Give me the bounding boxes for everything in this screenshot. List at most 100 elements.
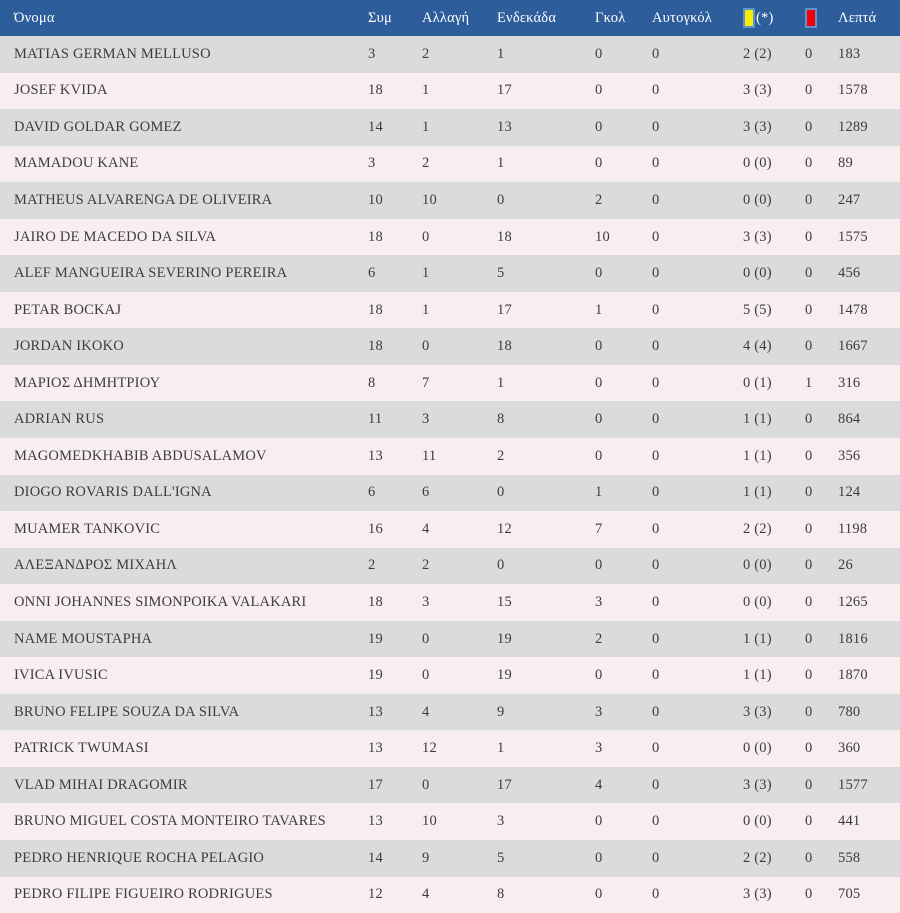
substitution-value: 1 bbox=[422, 118, 430, 135]
minutes-value: 356 bbox=[838, 447, 861, 464]
minutes-value: 1289 bbox=[838, 118, 868, 135]
goals-value: 1 bbox=[595, 301, 603, 318]
appearances-value: 2 bbox=[368, 557, 376, 574]
player-name: ADRIAN RUS bbox=[14, 411, 105, 428]
appearances-value: 6 bbox=[368, 265, 376, 282]
minutes-value: 780 bbox=[838, 703, 861, 720]
own-goals-value: 0 bbox=[652, 520, 660, 537]
yellow-cards-value: 0 (0) bbox=[743, 155, 772, 172]
goals-value: 0 bbox=[595, 849, 603, 866]
own-goals-value: 0 bbox=[652, 82, 660, 99]
substitution-value: 1 bbox=[422, 82, 430, 99]
table-row: BRUNO FELIPE SOUZA DA SILVA 13 4 9 3 0 3… bbox=[0, 693, 900, 731]
yellow-cards-value: 1 (1) bbox=[743, 411, 772, 428]
player-name: ALEF MANGUEIRA SEVERINO PEREIRA bbox=[14, 265, 288, 282]
own-goals-value: 0 bbox=[652, 740, 660, 757]
red-cards-value: 1 bbox=[805, 374, 813, 391]
red-cards-value: 0 bbox=[805, 557, 813, 574]
red-cards-value: 0 bbox=[805, 118, 813, 135]
starting-eleven-value: 3 bbox=[497, 813, 505, 830]
substitution-value: 6 bbox=[422, 484, 430, 501]
table-row: DAVID GOLDAR GOMEZ 14 1 13 0 0 3 (3) 0 1… bbox=[0, 109, 900, 146]
appearances-value: 18 bbox=[368, 228, 383, 245]
red-cards-value: 0 bbox=[805, 228, 813, 245]
table-row: JORDAN IKOKO 18 0 18 0 0 4 (4) 0 1667 bbox=[0, 328, 900, 365]
red-cards-value: 0 bbox=[805, 82, 813, 99]
appearances-value: 3 bbox=[368, 155, 376, 172]
starting-eleven-value: 19 bbox=[497, 667, 512, 684]
appearances-value: 17 bbox=[368, 776, 383, 793]
minutes-value: 456 bbox=[838, 265, 861, 282]
red-cards-value: 0 bbox=[805, 447, 813, 464]
goals-value: 1 bbox=[595, 484, 603, 501]
red-cards-value: 0 bbox=[805, 776, 813, 793]
player-name: MUAMER TANKOVIC bbox=[14, 520, 161, 537]
appearances-value: 13 bbox=[368, 740, 383, 757]
minutes-value: 316 bbox=[838, 374, 861, 391]
yellow-cards-value: 2 (2) bbox=[743, 849, 772, 866]
yellow-cards-value: 0 (1) bbox=[743, 374, 772, 391]
substitution-value: 4 bbox=[422, 886, 430, 903]
appearances-value: 11 bbox=[368, 411, 383, 428]
goals-value: 0 bbox=[595, 45, 603, 62]
starting-eleven-value: 15 bbox=[497, 593, 512, 610]
minutes-value: 247 bbox=[838, 191, 861, 208]
yellow-cards-value: 0 (0) bbox=[743, 813, 772, 830]
col-header-yellow-cards: (*) bbox=[735, 8, 797, 28]
minutes-value: 864 bbox=[838, 411, 861, 428]
own-goals-value: 0 bbox=[652, 593, 660, 610]
own-goals-value: 0 bbox=[652, 813, 660, 830]
substitution-value: 7 bbox=[422, 374, 430, 391]
table-row: NAME MOUSTAPHA 19 0 19 2 0 1 (1) 0 1816 bbox=[0, 620, 900, 658]
goals-value: 2 bbox=[595, 630, 603, 647]
substitution-value: 10 bbox=[422, 191, 437, 208]
starting-eleven-value: 8 bbox=[497, 411, 505, 428]
yellow-cards-value: 3 (3) bbox=[743, 82, 772, 99]
goals-value: 0 bbox=[595, 667, 603, 684]
player-name: DIOGO ROVARIS DALL'IGNA bbox=[14, 484, 212, 501]
yellow-cards-value: 1 (1) bbox=[743, 484, 772, 501]
substitution-value: 2 bbox=[422, 557, 430, 574]
goals-value: 3 bbox=[595, 740, 603, 757]
minutes-value: 1575 bbox=[838, 228, 868, 245]
goals-value: 0 bbox=[595, 557, 603, 574]
appearances-value: 13 bbox=[368, 813, 383, 830]
minutes-value: 1816 bbox=[838, 630, 868, 647]
goals-value: 3 bbox=[595, 703, 603, 720]
table-row: BRUNO MIGUEL COSTA MONTEIRO TAVARES 13 1… bbox=[0, 803, 900, 841]
starting-eleven-value: 18 bbox=[497, 338, 512, 355]
player-name: PATRICK TWUMASI bbox=[14, 740, 149, 757]
table-header: Όνομα Συμ Αλλαγή Ενδεκάδα Γκολ Αυτογκόλ … bbox=[0, 0, 900, 36]
table-row: DIOGO ROVARIS DALL'IGNA 6 6 0 1 0 1 (1) … bbox=[0, 474, 900, 512]
red-cards-value: 0 bbox=[805, 520, 813, 537]
red-cards-value: 0 bbox=[805, 155, 813, 172]
own-goals-value: 0 bbox=[652, 630, 660, 647]
yellow-cards-value: 4 (4) bbox=[743, 338, 772, 355]
starting-eleven-value: 0 bbox=[497, 557, 505, 574]
yellow-cards-value: 3 (3) bbox=[743, 118, 772, 135]
table-row: MATIAS GERMAN MELLUSO 3 2 1 0 0 2 (2) 0 … bbox=[0, 36, 900, 73]
table-row: IVICA IVUSIC 19 0 19 0 0 1 (1) 0 1870 bbox=[0, 657, 900, 694]
yellow-cards-value: 0 (0) bbox=[743, 557, 772, 574]
appearances-value: 18 bbox=[368, 338, 383, 355]
minutes-value: 1265 bbox=[838, 593, 868, 610]
table-row: MATHEUS ALVARENGA DE OLIVEIRA 10 10 0 2 … bbox=[0, 182, 900, 219]
yellow-cards-value: 1 (1) bbox=[743, 667, 772, 684]
minutes-value: 183 bbox=[838, 45, 861, 62]
starting-eleven-value: 17 bbox=[497, 301, 512, 318]
minutes-value: 1198 bbox=[838, 520, 868, 537]
starting-eleven-value: 1 bbox=[497, 374, 505, 391]
appearances-value: 18 bbox=[368, 301, 383, 318]
starting-eleven-value: 19 bbox=[497, 630, 512, 647]
player-name: DAVID GOLDAR GOMEZ bbox=[14, 118, 182, 135]
appearances-value: 19 bbox=[368, 667, 383, 684]
player-name: JAIRO DE MACEDO DA SILVA bbox=[14, 228, 217, 245]
goals-value: 7 bbox=[595, 520, 603, 537]
appearances-value: 8 bbox=[368, 374, 376, 391]
minutes-value: 441 bbox=[838, 813, 861, 830]
substitution-value: 0 bbox=[422, 338, 430, 355]
yellow-cards-value: 5 (5) bbox=[743, 301, 772, 318]
player-name: PETAR BOCKAJ bbox=[14, 301, 122, 318]
starting-eleven-value: 18 bbox=[497, 228, 512, 245]
